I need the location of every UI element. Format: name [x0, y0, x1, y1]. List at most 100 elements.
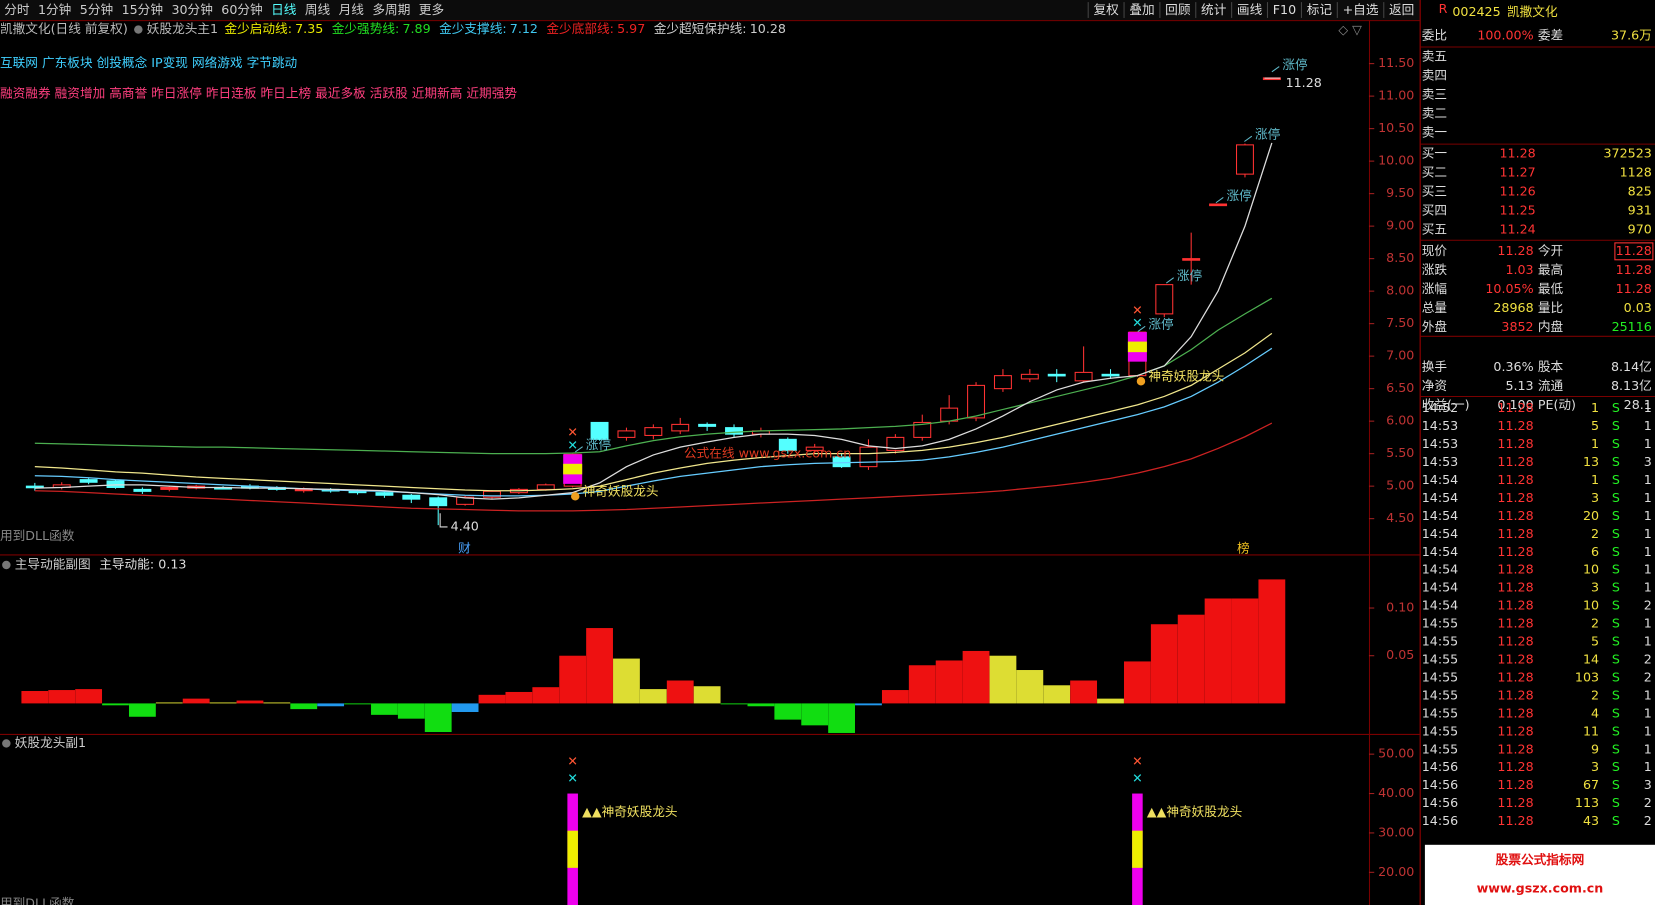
butterfly: ✕: [1132, 753, 1143, 768]
toolbar-tab[interactable]: 更多: [419, 2, 444, 17]
trade-count: 2: [1644, 813, 1652, 828]
candle-body: [1209, 203, 1228, 207]
momentum-bar: [532, 687, 560, 704]
toolbar-button[interactable]: 画线: [1237, 2, 1263, 17]
trade-price: 11.28: [1497, 544, 1533, 559]
momentum-bar: [102, 703, 129, 706]
trade-count: 2: [1644, 652, 1652, 667]
stat-label: 最高: [1538, 262, 1563, 277]
trade-price: 11.28: [1497, 705, 1533, 720]
momentum-bar: [505, 691, 533, 704]
momentum-bar: [828, 703, 855, 733]
annotation: 11.28: [1286, 75, 1322, 90]
toolbar-button[interactable]: F10: [1273, 2, 1296, 17]
y-tick-label: 6.50: [1386, 380, 1414, 395]
trade-volume: 11: [1583, 723, 1599, 738]
trade-volume: 1: [1591, 472, 1599, 487]
stat-value: 25116: [1612, 319, 1652, 334]
butterfly: ✕: [567, 753, 578, 768]
trade-price: 11.28: [1497, 759, 1533, 774]
butterfly: ✕: [567, 437, 578, 452]
toolbar-tab[interactable]: 日线: [271, 2, 297, 17]
toolbar-tab[interactable]: 分时: [4, 2, 30, 17]
toolbar-button[interactable]: 复权: [1093, 2, 1119, 17]
ask-label: 卖四: [1422, 68, 1447, 83]
trade-count: 2: [1644, 669, 1652, 684]
stat-label: 内盘: [1538, 319, 1564, 334]
trade-volume: 10: [1583, 598, 1599, 613]
annotation: 榜: [1237, 541, 1250, 556]
toolbar-tab[interactable]: 多周期: [372, 2, 410, 17]
toolbar-tab[interactable]: 周线: [305, 2, 331, 17]
momentum-bar: [962, 650, 990, 704]
trade-price: 11.28: [1497, 723, 1533, 738]
toolbar-tab[interactable]: 60分钟: [221, 2, 262, 17]
y-tick-label: 7.00: [1386, 348, 1414, 363]
candle-body: [967, 384, 986, 419]
toolbar-button[interactable]: 回顾: [1165, 2, 1191, 17]
bid-price: 11.25: [1500, 203, 1536, 218]
quote-borders: [1419, 46, 1655, 398]
signal-band: [567, 830, 578, 868]
trade-volume: 1: [1591, 400, 1599, 415]
toolbar-button[interactable]: 标记: [1307, 2, 1333, 17]
candle-body: [1155, 284, 1174, 315]
annotation: 涨停: [1226, 188, 1252, 203]
stat-label: 涨跌: [1422, 262, 1448, 277]
y-tick-label: 30.00: [1378, 824, 1414, 839]
annotation: 涨停: [1282, 57, 1308, 72]
toolbar-tab[interactable]: 5分钟: [80, 2, 113, 17]
toolbar-tab[interactable]: 月线: [339, 2, 365, 17]
annotation: 涨停: [1177, 268, 1203, 283]
trade-price: 11.28: [1497, 526, 1533, 541]
trade-count: 2: [1644, 598, 1652, 613]
trade-volume: 103: [1575, 669, 1599, 684]
momentum-bar: [424, 703, 452, 733]
trade-price: 11.28: [1497, 669, 1533, 684]
butterfly: ✕: [1132, 302, 1143, 317]
trade-time: 14:54: [1422, 580, 1458, 595]
trade-count: 1: [1644, 508, 1652, 523]
y-tick-label: 6.00: [1386, 413, 1414, 428]
legend-name: 金少启动线:: [224, 21, 292, 36]
momentum-bar: [48, 690, 76, 704]
y-tick-label: 0.05: [1386, 647, 1414, 662]
trade-volume: 3: [1591, 490, 1599, 505]
toolbar-button[interactable]: 返回: [1389, 2, 1414, 17]
momentum-bar: [801, 703, 829, 726]
trade-price: 11.28: [1497, 634, 1533, 649]
momentum-bar: [1150, 624, 1178, 704]
stat-value: 28968: [1493, 300, 1533, 315]
watermark: www.gszx.com.cn: [1477, 881, 1604, 896]
momentum-bar: [1097, 698, 1124, 704]
icon: ◇ ▽: [1338, 22, 1362, 37]
toolbar-tab[interactable]: 30分钟: [171, 2, 212, 17]
trade-volume: 3: [1591, 580, 1599, 595]
trade-time: 14:55: [1422, 669, 1458, 684]
trade-time: 14:55: [1422, 616, 1458, 631]
stat-value: 11.28: [1616, 262, 1652, 277]
toolbar-tab[interactable]: 1分钟: [38, 2, 71, 17]
trade-time: 14:56: [1422, 795, 1458, 810]
candle-body: [536, 484, 555, 490]
stat-value: 10.05%: [1485, 281, 1533, 296]
candle-body: [160, 486, 179, 490]
toolbar-button[interactable]: 叠加: [1129, 2, 1154, 17]
stock-name: 凯撒文化: [1507, 4, 1558, 19]
toolbar-button[interactable]: 统计: [1201, 2, 1227, 17]
butterfly: ✕: [1132, 770, 1143, 785]
trade-time: 14:55: [1422, 705, 1458, 720]
toolbar-button[interactable]: +自选: [1343, 2, 1379, 17]
toolbar-tab[interactable]: 15分钟: [122, 2, 163, 17]
trade-time: 14:53: [1422, 418, 1458, 433]
momentum-bar: [639, 689, 667, 704]
trade-time: 14:54: [1422, 508, 1458, 523]
y-tick-label: 11.00: [1378, 88, 1414, 103]
bid-volume: 931: [1628, 203, 1652, 218]
ma-line: [34, 142, 1273, 500]
candle-body: [698, 423, 717, 427]
momentum-bar: [397, 703, 425, 719]
trade-price: 11.28: [1497, 508, 1533, 523]
momentum-bar: [989, 655, 1017, 704]
trade-side: S: [1612, 472, 1620, 487]
